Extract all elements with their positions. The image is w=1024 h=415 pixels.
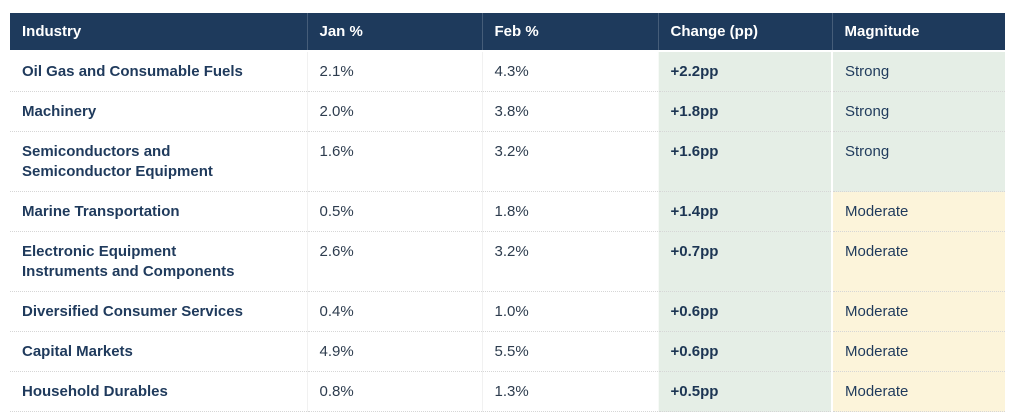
column-header-change: Change (pp)	[657, 13, 832, 52]
jan-cell: 0.8%	[306, 371, 482, 412]
feb-cell: 1.8%	[481, 191, 658, 232]
magnitude-cell: Moderate	[831, 331, 1005, 372]
change-cell: +0.5pp	[657, 371, 832, 412]
table-row: Capital Markets 4.9% 5.5% +0.6pp Moderat…	[10, 331, 1005, 372]
table-row: Diversified Consumer Services 0.4% 1.0% …	[10, 291, 1005, 332]
column-header-industry: Industry	[10, 13, 307, 52]
table-row: Electronic Equipment Instruments and Com…	[10, 231, 1005, 292]
feb-cell: 3.2%	[481, 131, 658, 192]
change-cell: +1.4pp	[657, 191, 832, 232]
industry-cell: Semiconductors and Semiconductor Equipme…	[10, 131, 307, 192]
feb-cell: 1.0%	[481, 291, 658, 332]
change-cell: +0.7pp	[657, 231, 832, 292]
industry-cell: Diversified Consumer Services	[10, 291, 307, 332]
jan-cell: 0.4%	[306, 291, 482, 332]
magnitude-cell: Strong	[831, 51, 1005, 92]
industry-cell: Marine Transportation	[10, 191, 307, 232]
change-cell: +2.2pp	[657, 51, 832, 92]
industry-cell: Oil Gas and Consumable Fuels	[10, 51, 307, 92]
column-header-feb: Feb %	[481, 13, 658, 52]
feb-cell: 1.3%	[481, 371, 658, 412]
industry-change-table: Industry Jan % Feb % Change (pp) Magnitu…	[10, 13, 1005, 412]
feb-cell: 4.3%	[481, 51, 658, 92]
magnitude-cell: Moderate	[831, 371, 1005, 412]
magnitude-cell: Moderate	[831, 231, 1005, 292]
jan-cell: 2.6%	[306, 231, 482, 292]
magnitude-cell: Strong	[831, 131, 1005, 192]
table-row: Semiconductors and Semiconductor Equipme…	[10, 131, 1005, 192]
table-row: Marine Transportation 0.5% 1.8% +1.4pp M…	[10, 191, 1005, 232]
change-cell: +1.8pp	[657, 91, 832, 132]
magnitude-cell: Moderate	[831, 291, 1005, 332]
industry-cell: Machinery	[10, 91, 307, 132]
table-row: Oil Gas and Consumable Fuels 2.1% 4.3% +…	[10, 51, 1005, 92]
jan-cell: 2.0%	[306, 91, 482, 132]
change-cell: +0.6pp	[657, 291, 832, 332]
feb-cell: 3.2%	[481, 231, 658, 292]
industry-cell: Household Durables	[10, 371, 307, 412]
industry-cell: Capital Markets	[10, 331, 307, 372]
table-row: Machinery 2.0% 3.8% +1.8pp Strong	[10, 91, 1005, 132]
change-cell: +0.6pp	[657, 331, 832, 372]
column-header-magnitude: Magnitude	[831, 13, 1005, 52]
industry-cell: Electronic Equipment Instruments and Com…	[10, 231, 307, 292]
header-row: Industry Jan % Feb % Change (pp) Magnitu…	[10, 13, 1005, 52]
table-row: Household Durables 0.8% 1.3% +0.5pp Mode…	[10, 371, 1005, 412]
jan-cell: 0.5%	[306, 191, 482, 232]
jan-cell: 2.1%	[306, 51, 482, 92]
data-table: Industry Jan % Feb % Change (pp) Magnitu…	[10, 13, 1005, 412]
magnitude-cell: Strong	[831, 91, 1005, 132]
feb-cell: 5.5%	[481, 331, 658, 372]
feb-cell: 3.8%	[481, 91, 658, 132]
column-header-jan: Jan %	[306, 13, 482, 52]
jan-cell: 4.9%	[306, 331, 482, 372]
jan-cell: 1.6%	[306, 131, 482, 192]
change-cell: +1.6pp	[657, 131, 832, 192]
magnitude-cell: Moderate	[831, 191, 1005, 232]
